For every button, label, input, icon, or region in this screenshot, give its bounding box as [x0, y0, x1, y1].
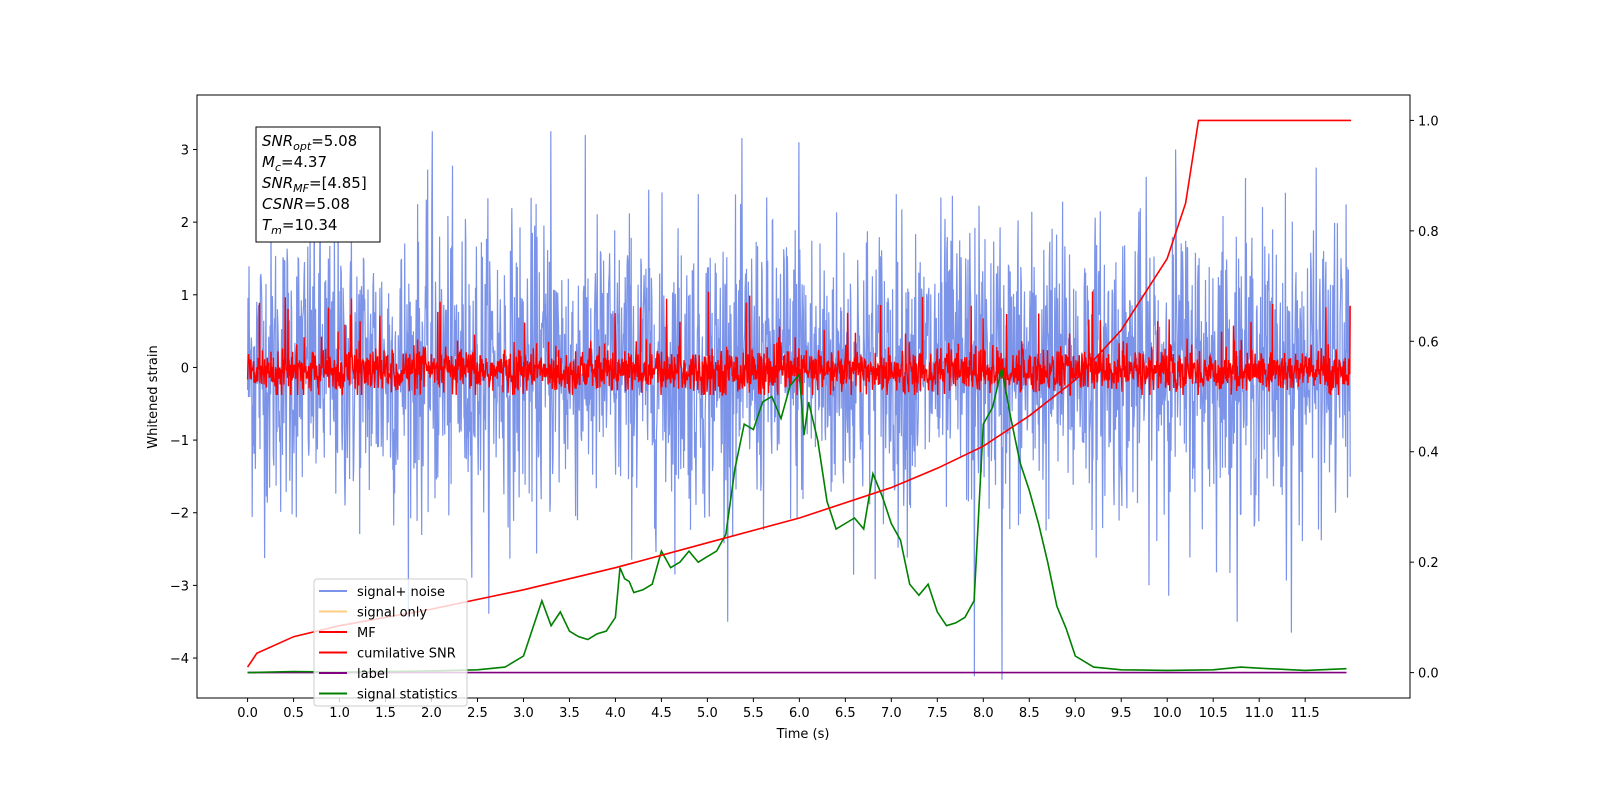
info-subscript: opt	[293, 140, 312, 153]
info-symbol: M	[262, 153, 275, 171]
y2-tick-label: 1.0	[1418, 114, 1439, 129]
x-tick-label: 2.0	[421, 706, 442, 721]
y2-tick-label: 0.8	[1418, 225, 1439, 240]
x-tick-label: 4.5	[651, 706, 672, 721]
x-axis-label: Time (s)	[776, 727, 830, 742]
info-subscript: m	[271, 224, 282, 237]
x-tick-label: 7.5	[927, 706, 948, 721]
legend-label: cumilative SNR	[357, 647, 456, 662]
plot-frame	[196, 94, 1411, 699]
y-tick-label: 1	[181, 289, 189, 304]
info-value: =5.08	[304, 195, 350, 213]
y-tick-label: 3	[181, 143, 189, 158]
info-line: SNRopt=5.08	[262, 132, 357, 153]
x-tick-label: 5.5	[743, 706, 764, 721]
legend-label: label	[357, 667, 388, 682]
x-tick-label: 0.5	[283, 706, 304, 721]
x-tick-label: 3.0	[513, 706, 534, 721]
info-value: =[4.85]	[309, 174, 367, 192]
x-tick-label: 2.5	[467, 706, 488, 721]
legend-label: signal+ noise	[357, 585, 445, 600]
info-subscript: c	[275, 161, 281, 174]
legend-frame	[313, 578, 468, 707]
info-symbol: CSNR	[262, 195, 304, 213]
y-tick-label: −4	[170, 652, 189, 667]
y-tick-label: 2	[181, 216, 189, 231]
x-tick-label: 11.5	[1291, 706, 1320, 721]
x-tick-label: 10.0	[1153, 706, 1182, 721]
y-tick-label: −3	[170, 579, 189, 594]
series-signal-statistics	[247, 368, 1347, 674]
x-tick-label: 9.5	[1111, 706, 1132, 721]
y2-tick-label: 0.4	[1418, 446, 1439, 461]
y-tick-label: −2	[170, 507, 189, 522]
info-line: Mc=4.37	[262, 153, 327, 174]
info-symbol: T	[262, 216, 273, 234]
info-box-frame	[255, 126, 381, 243]
y2-tick-label: 0.6	[1418, 335, 1439, 350]
legend-label: signal statistics	[357, 688, 458, 703]
y-tick-label: −1	[170, 434, 189, 449]
x-tick-label: 3.5	[559, 706, 580, 721]
x-tick-label: 11.0	[1245, 706, 1274, 721]
legend-label: MF	[357, 626, 376, 641]
x-tick-label: 9.0	[1065, 706, 1086, 721]
series-mf	[246, 291, 1351, 396]
y-axis-label: Whitened strain	[146, 345, 161, 448]
y-tick-label: 0	[181, 361, 189, 376]
legend-label: signal only	[357, 606, 427, 621]
info-value: =10.34	[282, 216, 338, 234]
info-line: CSNR=5.08	[262, 195, 350, 213]
info-symbol: SNR	[262, 132, 293, 150]
info-line: Tm=10.34	[262, 216, 337, 237]
x-tick-label: 1.0	[329, 706, 350, 721]
info-value: =5.08	[311, 132, 357, 150]
y-axis-right: 0.0 0.2 0.4 0.6 0.8 1.0	[1410, 114, 1439, 682]
info-subscript: MF	[293, 182, 309, 195]
x-tick-label: 8.5	[1019, 706, 1040, 721]
x-tick-label: 8.0	[973, 706, 994, 721]
x-axis: 0.0 0.5 1.0 1.5 2.0 2.5 3.0 3.5 4.0 4.5 5.0 5.5 6.0 6…	[237, 698, 1320, 721]
x-tick-label: 10.5	[1199, 706, 1228, 721]
x-tick-label: 5.0	[697, 706, 718, 721]
x-tick-label: 1.5	[375, 706, 396, 721]
y-axis-left: −4 −3 −2 −1 0 1 2 3	[170, 143, 197, 667]
info-symbol: SNR	[262, 174, 293, 192]
y2-tick-label: 0.2	[1418, 556, 1439, 571]
y2-tick-label: 0.0	[1418, 667, 1439, 682]
info-line: SNRMF=[4.85]	[262, 174, 367, 195]
x-tick-label: 4.0	[605, 706, 626, 721]
x-tick-label: 0.0	[237, 706, 258, 721]
info-box: SNRopt=5.08Mc=4.37SNRMF=[4.85]CSNR=5.08T…	[255, 126, 381, 243]
x-tick-label: 7.0	[881, 706, 902, 721]
info-value: =4.37	[281, 153, 327, 171]
legend: signal+ noise signal only MF cumilative SNR…	[313, 578, 468, 707]
x-tick-label: 6.0	[789, 706, 810, 721]
x-tick-label: 6.5	[835, 706, 856, 721]
